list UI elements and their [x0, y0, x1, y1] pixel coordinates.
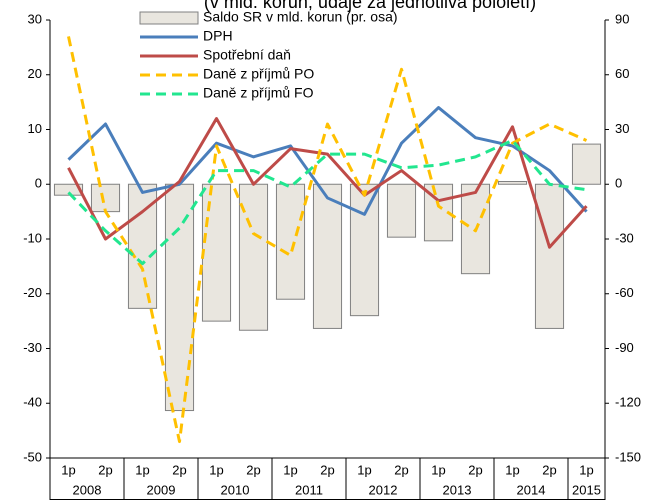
- x-tick-label: 2p: [468, 462, 482, 477]
- legend-label: DPH: [203, 28, 233, 44]
- bar: [312, 183, 343, 329]
- chart-title: (v mld. korun, údaje za jednotlivá polol…: [204, 0, 536, 12]
- legend-swatch: [139, 11, 199, 25]
- x-group-label: 2010: [221, 482, 250, 497]
- y2-tick-label: 30: [615, 121, 629, 136]
- y-tick-label: -30: [23, 340, 42, 355]
- bar: [90, 183, 121, 213]
- y-tick-label: -50: [23, 449, 42, 464]
- y-tick-label: 30: [28, 11, 42, 26]
- line-series: [67, 106, 588, 216]
- y2-tick-label: 60: [615, 66, 629, 81]
- x-group-label: 2015: [572, 482, 601, 497]
- line-series: [67, 138, 587, 266]
- bar: [349, 183, 380, 317]
- y-tick-label: -20: [23, 285, 42, 300]
- x-tick-label: 1p: [135, 462, 149, 477]
- y-tick-label: -40: [23, 395, 42, 410]
- y2-tick-label: -120: [615, 395, 641, 410]
- x-tick-label: 2p: [542, 462, 556, 477]
- x-tick-label: 1p: [579, 462, 593, 477]
- x-group-label: 2008: [73, 482, 102, 497]
- bar: [275, 183, 306, 300]
- x-tick-label: 1p: [505, 462, 519, 477]
- y2-tick-label: -60: [615, 285, 634, 300]
- line-series: [67, 36, 588, 444]
- x-group-label: 2013: [443, 482, 472, 497]
- x-tick-label: 2p: [172, 462, 186, 477]
- line-series: [67, 117, 588, 249]
- bar: [534, 183, 565, 329]
- y2-tick-label: -150: [615, 449, 641, 464]
- x-tick-label: 2p: [98, 462, 112, 477]
- y2-tick-label: -30: [615, 230, 634, 245]
- bar: [386, 183, 417, 238]
- x-group-label: 2014: [517, 482, 546, 497]
- bar: [201, 183, 232, 322]
- y-tick-label: 10: [28, 121, 42, 136]
- x-group-label: 2011: [295, 482, 323, 497]
- x-tick-label: 1p: [209, 462, 223, 477]
- legend-label: Daně z příjmů FO: [203, 85, 314, 101]
- x-tick-label: 1p: [283, 462, 297, 477]
- bar: [164, 183, 195, 412]
- x-tick-label: 2p: [320, 462, 334, 477]
- bar: [238, 183, 269, 331]
- x-tick-label: 1p: [61, 462, 75, 477]
- x-tick-label: 1p: [357, 462, 371, 477]
- y2-tick-label: 90: [615, 11, 629, 26]
- legend-label: Spotřební daň: [203, 47, 291, 63]
- legend-label: Saldo SR v mld. korun (pr. osa): [203, 9, 398, 25]
- bar: [571, 143, 602, 185]
- y-tick-label: 0: [35, 176, 42, 191]
- x-tick-label: 1p: [431, 462, 445, 477]
- bar: [497, 181, 528, 185]
- y2-tick-label: 0: [615, 176, 622, 191]
- bar: [53, 183, 84, 196]
- x-group-label: 2009: [147, 482, 176, 497]
- legend-label: Daně z příjmů PO: [203, 66, 314, 82]
- y-tick-label: -10: [23, 230, 42, 245]
- x-tick-label: 2p: [246, 462, 260, 477]
- y2-tick-label: -90: [615, 340, 634, 355]
- x-group-label: 2012: [369, 482, 398, 497]
- x-tick-label: 2p: [394, 462, 408, 477]
- y-tick-label: 20: [28, 66, 42, 81]
